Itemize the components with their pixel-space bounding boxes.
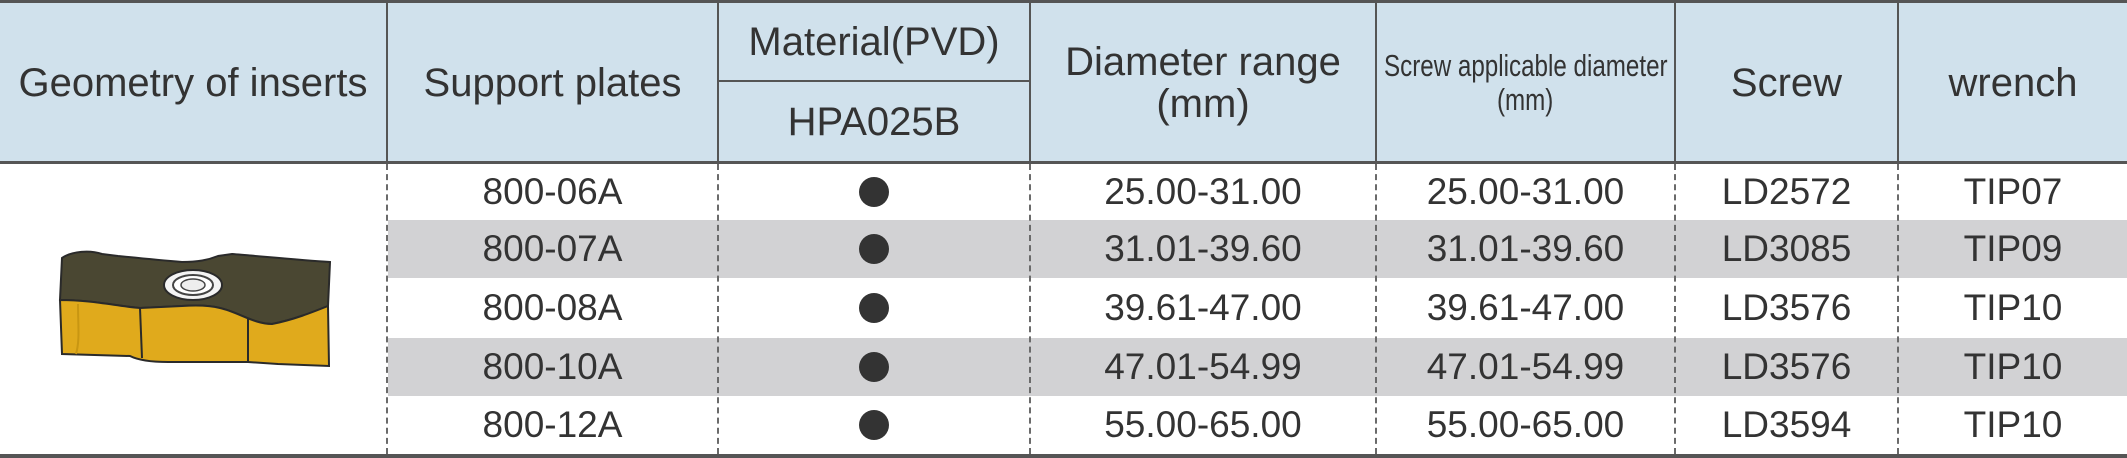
filled-circle-icon [859,352,889,382]
screw-cell: LD3594 [1721,404,1852,445]
indexable-insert-icon [58,250,332,368]
support-plate-cell: 800-12A [482,404,623,445]
header-screw-diameter-line2: (mm) [1497,81,1554,117]
column-divider [1897,3,1899,162]
header-diameter-range-line2: (mm) [1156,81,1250,126]
screw-cell: LD3576 [1721,346,1852,387]
support-plate-cell: 800-10A [482,346,623,387]
diameter-range-cell: 31.01-39.60 [1104,228,1302,269]
table-header [0,3,2127,162]
column-divider [1674,3,1676,162]
material-availability-cell [719,220,1029,278]
filled-circle-icon [859,234,889,264]
material-availability-cell [719,164,1029,220]
column-divider [717,164,719,454]
header-diameter-range: Diameter range (mm) [1031,3,1375,162]
header-diameter-range-line1: Diameter range [1065,39,1341,84]
column-divider [1674,164,1676,454]
row-stripe [388,338,2127,396]
header-grade: HPA025B [787,100,961,144]
support-plate-cell: 800-08A [482,287,623,328]
column-divider [717,3,719,162]
wrench-cell: TIP09 [1963,228,2063,269]
screw-cell: LD2572 [1721,171,1852,212]
header-screw-diameter: Screw applicable diameter (mm) [1377,3,1674,162]
header-material: Material(PVD) [748,19,1000,64]
bottom-border [0,454,2127,458]
screw-diameter-cell: 47.01-54.99 [1426,346,1625,387]
header-screw: Screw [1730,60,1843,105]
diameter-range-cell: 25.00-31.00 [1104,171,1302,212]
screw-diameter-cell: 31.01-39.60 [1426,228,1625,269]
diameter-range-cell: 39.61-47.00 [1104,287,1302,328]
column-divider [386,3,388,162]
column-divider [1375,3,1377,162]
material-availability-cell [719,278,1029,338]
header-support-plates: Support plates [423,60,682,105]
wrench-cell: TIP10 [1963,346,2063,387]
screw-cell: LD3576 [1721,287,1852,328]
filled-circle-icon [859,293,889,323]
column-divider [386,164,388,454]
header-screw-diameter-line1: Screw applicable diameter [1383,47,1668,83]
diameter-range-cell: 47.01-54.99 [1104,346,1302,387]
wrench-cell: TIP10 [1963,287,2063,328]
column-divider [1029,164,1031,454]
screw-diameter-cell: 39.61-47.00 [1426,287,1625,328]
row-stripe [388,220,2127,278]
filled-circle-icon [859,410,889,440]
header-border [0,161,2127,164]
support-plate-cell: 800-07A [482,228,623,269]
column-divider [1029,3,1031,162]
column-divider [1897,164,1899,454]
wrench-cell: TIP07 [1963,171,2063,212]
filled-circle-icon [859,177,889,207]
screw-cell: LD3085 [1721,228,1852,269]
diameter-range-cell: 55.00-65.00 [1104,404,1302,445]
material-availability-cell [719,338,1029,396]
material-availability-cell [719,396,1029,454]
column-divider [1375,164,1377,454]
header-wrench: wrench [1948,60,2078,105]
header-geometry: Geometry of inserts [18,60,368,105]
material-subheader-divider [718,80,1030,82]
screw-diameter-cell: 55.00-65.00 [1426,404,1625,445]
top-border [0,0,2127,3]
screw-diameter-cell: 25.00-31.00 [1426,171,1625,212]
support-plate-cell: 800-06A [482,171,623,212]
wrench-cell: TIP10 [1963,404,2063,445]
